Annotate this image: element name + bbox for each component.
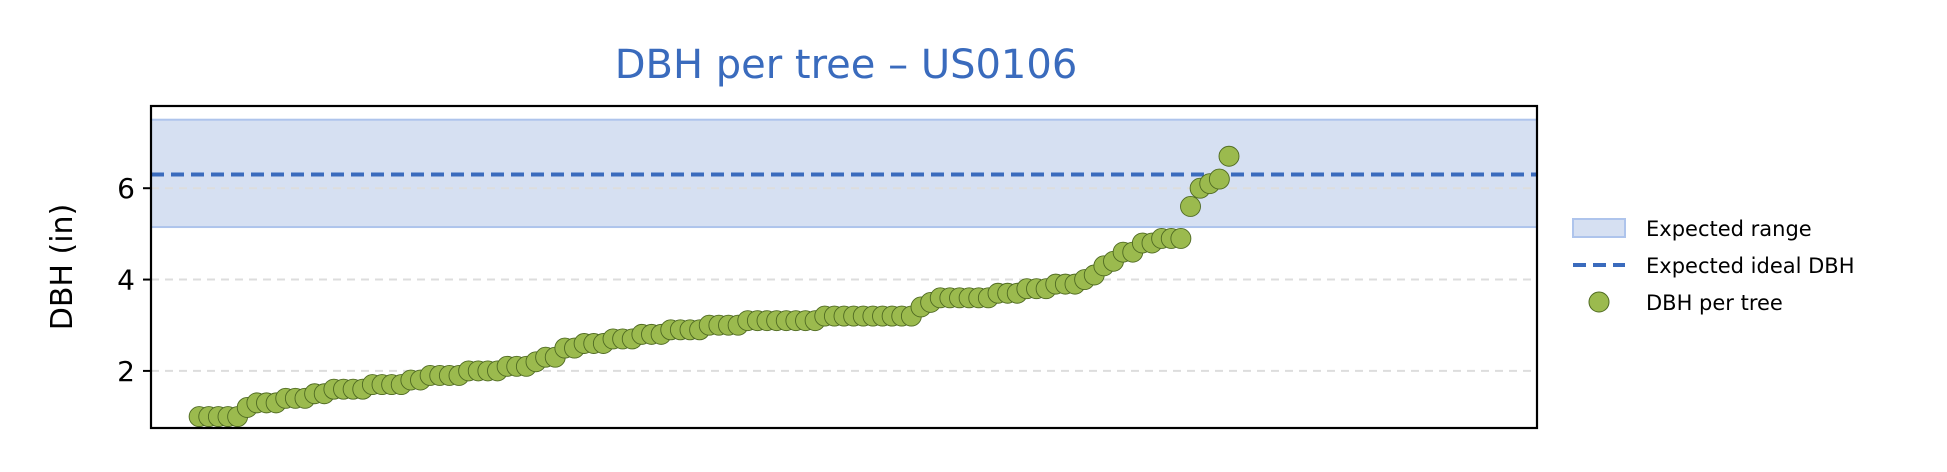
legend-swatch-expected-range [1572,218,1626,238]
plot-area [150,118,1538,229]
data-point [1180,196,1201,217]
plot-frame [149,104,1539,430]
data-point [1218,145,1240,167]
data-marks [188,145,1240,428]
legend-label-dbh-per-tree: DBH per tree [1646,291,1783,315]
data-point [1208,168,1230,190]
chart-title: DBH per tree – US0106 [615,42,1078,88]
y-tick-label: 4 [117,264,135,297]
y-tick-label: 6 [117,172,135,205]
legend-label-expected-ideal: Expected ideal DBH [1646,254,1854,278]
legend-label-expected-range: Expected range [1646,217,1812,241]
legend-swatch-dbh-per-tree [1588,291,1610,313]
y-tick-label: 2 [117,355,135,388]
data-point [1170,228,1192,249]
grid-lines [151,187,1537,372]
y-axis: 2 4 6 [117,172,151,388]
y-axis-label: DBH (in) [45,204,80,331]
legend: Expected range Expected ideal DBH DBH pe… [1572,217,1854,315]
